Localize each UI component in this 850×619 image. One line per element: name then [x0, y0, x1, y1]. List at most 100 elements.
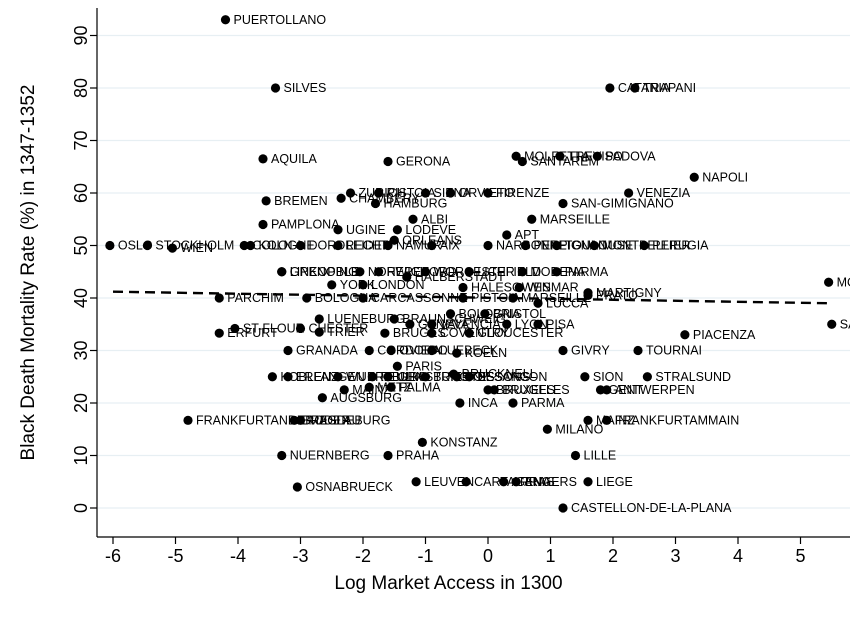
scatter-point	[552, 267, 562, 277]
point-label: PISA	[546, 317, 575, 331]
scatter-point	[389, 314, 399, 324]
point-label: GRENOBLE	[290, 265, 359, 279]
point-label: PARMA	[565, 265, 609, 279]
scatter-point	[542, 424, 552, 434]
scatter-point	[370, 198, 381, 209]
scatter-point	[374, 188, 384, 198]
point-label: AIX	[440, 239, 461, 253]
point-label: HAMBURG	[384, 197, 448, 211]
scatter-point	[383, 372, 393, 382]
point-label: GENT	[609, 383, 644, 397]
point-label: PERUGIA	[652, 239, 709, 253]
point-label: YORK	[340, 278, 376, 292]
point-label: COVENTRY	[440, 326, 510, 340]
y-tick-label: 90	[71, 25, 91, 45]
point-label: OVIEDO	[399, 344, 448, 358]
scatter-point	[327, 280, 337, 290]
y-tick-label: 80	[71, 78, 91, 98]
scatter-point	[461, 477, 471, 487]
scatter-point	[317, 393, 327, 403]
point-label: ERLANGEN	[296, 370, 365, 384]
point-label: PISTOIA	[471, 291, 521, 305]
scatter-point	[508, 398, 518, 408]
scatter-point	[339, 385, 349, 395]
scatter-point	[295, 323, 306, 334]
point-label: FIRENZE	[496, 186, 549, 200]
scatter-point	[277, 267, 287, 277]
scatter-point	[558, 503, 568, 513]
scatter-point	[464, 328, 474, 338]
point-label: BRUXELLES	[496, 383, 570, 397]
point-label: ERFURT	[227, 326, 278, 340]
scatter-point	[392, 361, 402, 371]
point-label: PAMPLONA	[271, 218, 340, 232]
y-tick-label: 40	[71, 288, 91, 308]
point-label: AQUILA	[271, 152, 318, 166]
y-tick-label: 60	[71, 183, 91, 203]
point-label: LINKOPING	[290, 265, 358, 279]
point-label: CARCASSONNE	[371, 291, 468, 305]
scatter-point	[520, 240, 531, 251]
point-label: CHAMBERY	[349, 191, 420, 205]
scatter-point	[267, 372, 277, 382]
scatter-point	[105, 240, 115, 251]
y-axis-title: Black Death Mortality Rate (%) in 1347-1…	[18, 85, 39, 461]
scatter-point	[295, 240, 306, 251]
scatter-point	[511, 477, 521, 487]
scatter-point	[464, 267, 474, 277]
scatter-point	[302, 293, 312, 303]
x-tick-label: 4	[733, 546, 743, 566]
scatter-point	[483, 240, 493, 251]
point-label: PERPIGNAN	[534, 239, 608, 253]
scatter-point	[364, 382, 374, 392]
x-tick-label: -2	[355, 546, 371, 566]
point-label: GERONA	[396, 155, 451, 169]
point-label: MARTIGNY	[596, 286, 662, 300]
point-label: ANTWERPEN	[615, 383, 695, 397]
point-label: NARBONNE	[496, 239, 567, 253]
scatter-point	[283, 372, 293, 382]
point-label: APT	[515, 228, 540, 242]
scatter-point	[314, 327, 324, 337]
point-label: BRUGES	[502, 383, 555, 397]
scatter-point	[420, 372, 431, 382]
scatter-point	[358, 280, 368, 290]
scatter-point	[514, 282, 524, 293]
x-tick-label: 1	[545, 546, 555, 566]
point-label: VALENCIA	[440, 317, 502, 331]
point-label: VENEZIA	[637, 186, 691, 200]
scatter-point	[427, 345, 437, 356]
point-label: FRANKFURTANDERODER	[196, 413, 350, 427]
scatter-point	[427, 319, 437, 329]
scatter-point	[380, 328, 390, 338]
point-label: LUCCA	[546, 296, 589, 310]
point-label: DORDRECHT	[309, 239, 389, 253]
point-label: CASTELLON-DE-LA-PLANA	[571, 501, 732, 515]
point-label: TRIER	[327, 325, 365, 339]
point-label: WIEN	[180, 241, 213, 255]
scatter-point	[314, 314, 324, 324]
point-label: WISMAR	[527, 281, 578, 295]
scatter-point	[333, 240, 343, 251]
point-label: CATANIA	[618, 81, 671, 95]
point-label: PIACENZA	[693, 328, 756, 342]
scatter-point	[427, 240, 437, 251]
scatter-point	[383, 156, 393, 167]
point-label: NUERNBERG	[290, 449, 370, 463]
scatter-point	[258, 219, 268, 230]
scatter-point	[527, 214, 537, 224]
scatter-point	[142, 240, 152, 251]
point-label: ORLEANS	[402, 233, 462, 247]
point-label: LEUVEN	[424, 475, 474, 489]
scatter-point	[408, 214, 418, 224]
scatter-point	[214, 293, 224, 303]
point-label: BOLOGNA	[315, 291, 377, 305]
scatter-point	[402, 272, 412, 282]
scatter-point	[630, 83, 640, 93]
fitted-line	[112, 290, 829, 305]
scatter-point	[261, 196, 271, 206]
scatter-point	[214, 328, 224, 338]
point-label: OSNABRUECK	[305, 480, 393, 494]
scatter-point	[583, 415, 593, 425]
